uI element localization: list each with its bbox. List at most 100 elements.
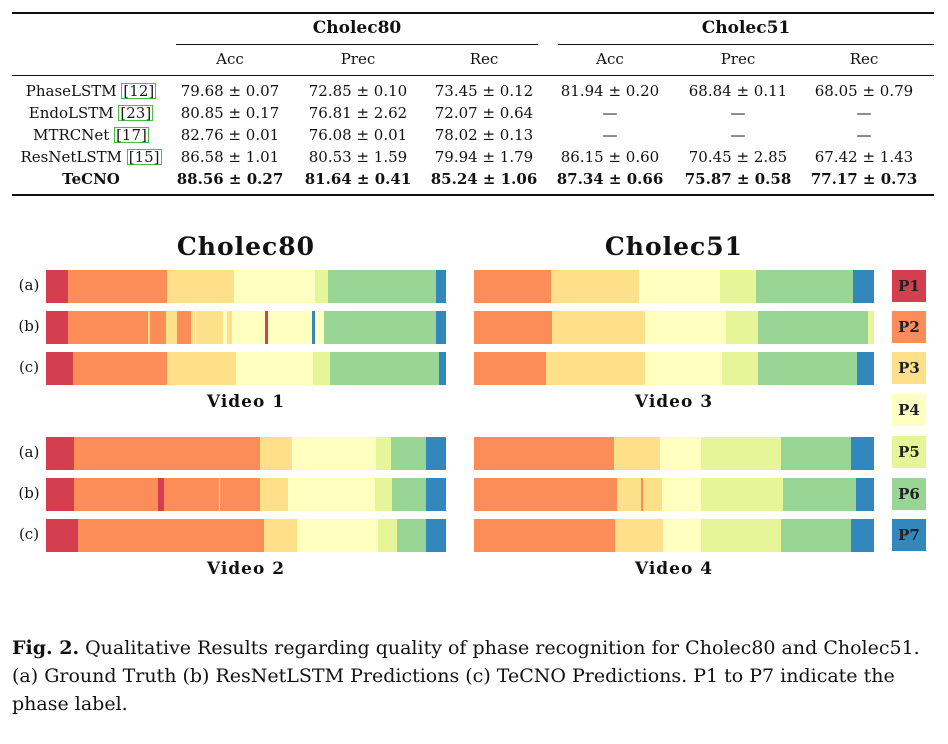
table-cell: 72.85 ± 0.10	[308, 82, 408, 100]
phase-segment-p1	[265, 311, 269, 344]
phase-segment-p4	[645, 352, 722, 385]
method-name: PhaseLSTM [12]	[16, 82, 166, 100]
phase-segment-p6	[781, 437, 851, 470]
bar-video3-ground-truth	[474, 270, 874, 303]
subheader-acc-c51: Acc	[596, 50, 624, 68]
phase-segment-p6	[781, 519, 851, 552]
phase-segment-p4	[663, 519, 701, 552]
bar-video4-resnetlstm	[474, 478, 874, 511]
phase-segment-p4	[644, 311, 727, 344]
table-top-rule	[12, 12, 934, 14]
table-row: EndoLSTM [23] 80.85 ± 0.17 76.81 ± 2.62 72.…	[12, 104, 934, 126]
citation-link[interactable]: [23]	[118, 104, 154, 122]
phase-segment-p4	[234, 270, 315, 303]
method-name: MTRCNet [17]	[16, 126, 166, 144]
legend-p2: P2	[892, 311, 926, 343]
phase-segment-p2	[474, 352, 546, 385]
video-label-4: Video 4	[634, 559, 714, 579]
phase-segment-p6	[757, 311, 868, 344]
method-name: EndoLSTM [23]	[16, 104, 166, 122]
citation-link[interactable]: [15]	[126, 148, 162, 166]
phase-segment-p4	[236, 352, 313, 385]
phase-segment-p4	[662, 478, 701, 511]
phase-segment-p1	[46, 437, 74, 470]
phase-segment-p7	[857, 352, 874, 385]
bar-video2-ground-truth	[46, 437, 446, 470]
phase-segment-p6	[783, 478, 857, 511]
group-rule-cholec80	[176, 44, 538, 45]
legend-p6: P6	[892, 478, 926, 510]
phase-segment-p6	[391, 437, 426, 470]
table-cell: 67.42 ± 1.43	[814, 148, 914, 166]
row-label-a-top: (a)	[18, 276, 40, 294]
bar-video3-tecno	[474, 352, 874, 385]
phase-segment-p5	[700, 478, 784, 511]
method-name: ResNetLSTM [15]	[16, 148, 166, 166]
phase-segment-p7	[436, 270, 446, 303]
phase-segment-p2	[164, 478, 219, 511]
phase-segment-p6	[328, 270, 437, 303]
phase-segment-p2	[73, 478, 158, 511]
table-row: TeCNO 88.56 ± 0.27 81.64 ± 0.41 85.24 ± 1.0…	[12, 170, 934, 192]
phase-segment-p2	[474, 519, 615, 552]
phase-segment-p5	[700, 519, 782, 552]
bar-video2-tecno	[46, 519, 446, 552]
phase-segment-p3	[218, 478, 221, 511]
table-cell: 80.85 ± 0.17	[180, 104, 280, 122]
phase-segment-p6	[329, 352, 439, 385]
table-cell: 75.87 ± 0.58	[684, 170, 792, 188]
phase-segment-p3	[614, 437, 661, 470]
subheader-acc-c80: Acc	[216, 50, 244, 68]
phase-segment-p7	[436, 311, 446, 344]
row-label-a-bottom: (a)	[18, 443, 40, 461]
table-cell: 86.15 ± 0.60	[560, 148, 660, 166]
phase-segment-p1	[46, 352, 74, 385]
table-cell: —	[602, 104, 618, 122]
table-cell: 88.56 ± 0.27	[176, 170, 284, 188]
phase-segment-p2	[474, 437, 614, 470]
table-row: ResNetLSTM [15] 86.58 ± 1.01 80.53 ± 1.59 7…	[12, 148, 934, 170]
method-label: ResNetLSTM	[20, 148, 122, 166]
table-bottom-rule	[12, 194, 934, 196]
citation-link[interactable]: [12]	[121, 82, 157, 100]
subheader-prec-c80: Prec	[340, 50, 376, 68]
legend-p7: P7	[892, 519, 926, 551]
phase-segment-p7	[853, 270, 874, 303]
table-cell: 79.68 ± 0.07	[180, 82, 280, 100]
table-row: PhaseLSTM [12] 79.68 ± 0.07 72.85 ± 0.10 73…	[12, 82, 934, 104]
phase-segment-p2	[78, 519, 264, 552]
table-cell: 68.84 ± 0.11	[688, 82, 788, 100]
phase-segment-p1	[46, 478, 74, 511]
phase-segment-p2	[149, 311, 166, 344]
citation-link[interactable]: [17]	[114, 126, 149, 144]
phase-segment-p2	[73, 437, 261, 470]
bar-video1-resnetlstm	[46, 311, 446, 344]
figure-title-cholec51: Cholec51	[604, 232, 744, 261]
subheader-prec-c51: Prec	[720, 50, 756, 68]
bar-video3-resnetlstm	[474, 311, 874, 344]
row-label-c-bottom: (c)	[18, 525, 40, 543]
phase-segment-p2	[641, 478, 644, 511]
group-header-cholec80: Cholec80	[312, 18, 402, 38]
method-label: TeCNO	[62, 170, 120, 188]
phase-segment-p2	[474, 478, 617, 511]
table-cell: 81.64 ± 0.41	[304, 170, 412, 188]
phase-segment-p3	[148, 311, 150, 344]
phase-segment-p4	[288, 478, 376, 511]
phase-segment-p4	[314, 311, 325, 344]
phase-segment-p7	[438, 352, 446, 385]
method-label: MTRCNet	[33, 126, 110, 144]
table-cell: 85.24 ± 1.06	[430, 170, 538, 188]
phase-segment-p4	[222, 311, 227, 344]
table-cell: 76.81 ± 2.62	[308, 104, 408, 122]
caption-label: Fig. 2.	[12, 637, 80, 659]
phase-segment-p5	[377, 519, 397, 552]
phase-segment-p3	[166, 270, 234, 303]
phase-segment-p3	[552, 311, 645, 344]
subheader-rec-c80: Rec	[469, 50, 499, 68]
phase-segment-p7	[856, 478, 874, 511]
table-mid-rule	[12, 75, 934, 76]
phase-segment-p6	[324, 311, 437, 344]
row-label-b-bottom: (b)	[18, 484, 40, 502]
phase-segment-p3	[614, 519, 664, 552]
